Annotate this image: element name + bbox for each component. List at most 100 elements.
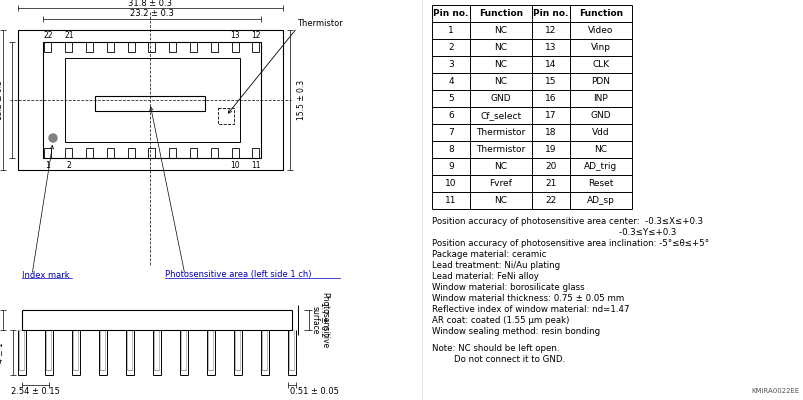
Bar [262, 330, 267, 370]
Text: Function: Function [578, 9, 622, 18]
Bar [86, 42, 93, 52]
Bar [149, 42, 155, 52]
Text: 22: 22 [544, 196, 556, 205]
Bar [190, 42, 197, 52]
Text: Position accuracy of photosensitive area center:  -0.3≤X≤+0.3: Position accuracy of photosensitive area… [431, 217, 703, 226]
Bar [44, 42, 51, 52]
Bar [18, 30, 283, 170]
Bar [107, 148, 114, 158]
Text: 11: 11 [445, 196, 456, 205]
Bar [65, 42, 72, 52]
Text: 21: 21 [544, 179, 556, 188]
Bar [154, 330, 159, 370]
Text: NC: NC [494, 43, 507, 52]
Text: KMIRA0022EE: KMIRA0022EE [751, 388, 799, 394]
Text: 2: 2 [67, 160, 71, 170]
Text: NC: NC [494, 60, 507, 69]
Text: 19: 19 [544, 145, 556, 154]
Text: Pin no.: Pin no. [532, 9, 568, 18]
Text: 15.5 ± 0.3: 15.5 ± 0.3 [297, 80, 306, 120]
Bar [190, 148, 197, 158]
Bar [208, 330, 214, 370]
Text: Function: Function [479, 9, 523, 18]
Text: Position accuracy of photosensitive area inclination: -5°≤θ≤+5°: Position accuracy of photosensitive area… [431, 239, 708, 248]
Text: INP: INP [593, 94, 608, 103]
Text: GND: GND [490, 94, 511, 103]
Text: NC: NC [593, 145, 607, 154]
Bar [47, 330, 51, 370]
Text: Lead treatment: Ni/Au plating: Lead treatment: Ni/Au plating [431, 261, 560, 270]
Bar [210, 148, 218, 158]
Text: Pin no.: Pin no. [433, 9, 468, 18]
Text: 1: 1 [46, 160, 51, 170]
Text: 5: 5 [447, 94, 454, 103]
Bar [128, 148, 135, 158]
Text: 2.54 ± 0.15: 2.54 ± 0.15 [11, 388, 60, 396]
Bar [181, 330, 186, 370]
Text: 3: 3 [447, 60, 454, 69]
Text: 8: 8 [447, 145, 454, 154]
Text: Window sealing method: resin bonding: Window sealing method: resin bonding [431, 327, 599, 336]
Text: 17: 17 [544, 111, 556, 120]
Bar [252, 42, 259, 52]
Text: 16: 16 [544, 94, 556, 103]
Bar [231, 148, 238, 158]
Text: Photosensitive area (left side 1 ch): Photosensitive area (left side 1 ch) [165, 270, 311, 280]
Text: 10: 10 [230, 160, 240, 170]
Bar [44, 148, 51, 158]
Text: 22: 22 [43, 32, 53, 40]
Text: 12: 12 [251, 32, 260, 40]
Text: NC: NC [494, 77, 507, 86]
Bar [43, 42, 261, 158]
Text: 20: 20 [544, 162, 556, 171]
Text: 9: 9 [447, 162, 454, 171]
Bar [235, 330, 240, 370]
Text: Thermistor: Thermistor [296, 18, 342, 28]
Bar [210, 42, 218, 52]
Text: Vdd: Vdd [592, 128, 609, 137]
Text: GND: GND [590, 111, 610, 120]
Bar [149, 148, 155, 158]
Text: 1.7 ± 0.2: 1.7 ± 0.2 [319, 302, 328, 338]
Bar [65, 58, 240, 142]
Circle shape [49, 134, 57, 142]
Text: 13: 13 [230, 32, 240, 40]
Bar [128, 42, 135, 52]
Bar [289, 330, 294, 370]
Text: Fvref: Fvref [489, 179, 512, 188]
Text: 14: 14 [544, 60, 556, 69]
Bar [86, 148, 93, 158]
Text: Reset: Reset [588, 179, 613, 188]
Text: 11: 11 [251, 160, 260, 170]
Text: Index mark: Index mark [22, 270, 70, 280]
Text: CLK: CLK [592, 60, 609, 69]
Bar [95, 96, 205, 111]
Text: Photosensitive
surface: Photosensitive surface [310, 292, 329, 348]
Text: 1: 1 [447, 26, 454, 35]
Bar [73, 330, 79, 370]
Bar [218, 108, 234, 124]
Text: 15: 15 [544, 77, 556, 86]
Text: AD_trig: AD_trig [584, 162, 617, 171]
Text: Reflective index of window material: nd=1.47: Reflective index of window material: nd=… [431, 305, 629, 314]
Text: 4: 4 [447, 77, 453, 86]
Text: Video: Video [588, 26, 613, 35]
Bar [100, 330, 105, 370]
Text: NC: NC [494, 26, 507, 35]
Text: 6: 6 [447, 111, 454, 120]
Text: AD_sp: AD_sp [586, 196, 614, 205]
Bar [169, 42, 176, 52]
Text: Thermistor: Thermistor [476, 128, 525, 137]
Bar [169, 148, 176, 158]
Text: Cf_select: Cf_select [480, 111, 521, 120]
Text: -0.3≤Y≤+0.3: -0.3≤Y≤+0.3 [431, 228, 675, 237]
Bar [128, 330, 132, 370]
Text: Do not connect it to GND.: Do not connect it to GND. [431, 355, 565, 364]
Text: Note: NC should be left open.: Note: NC should be left open. [431, 344, 559, 353]
Text: 0.51 ± 0.05: 0.51 ± 0.05 [289, 388, 338, 396]
Text: 2: 2 [447, 43, 453, 52]
Text: 10: 10 [445, 179, 456, 188]
Text: 31.8 ± 0.3: 31.8 ± 0.3 [128, 0, 173, 8]
Text: Window material: borosilicate glass: Window material: borosilicate glass [431, 283, 584, 292]
Text: 4 ± 1: 4 ± 1 [0, 342, 6, 363]
